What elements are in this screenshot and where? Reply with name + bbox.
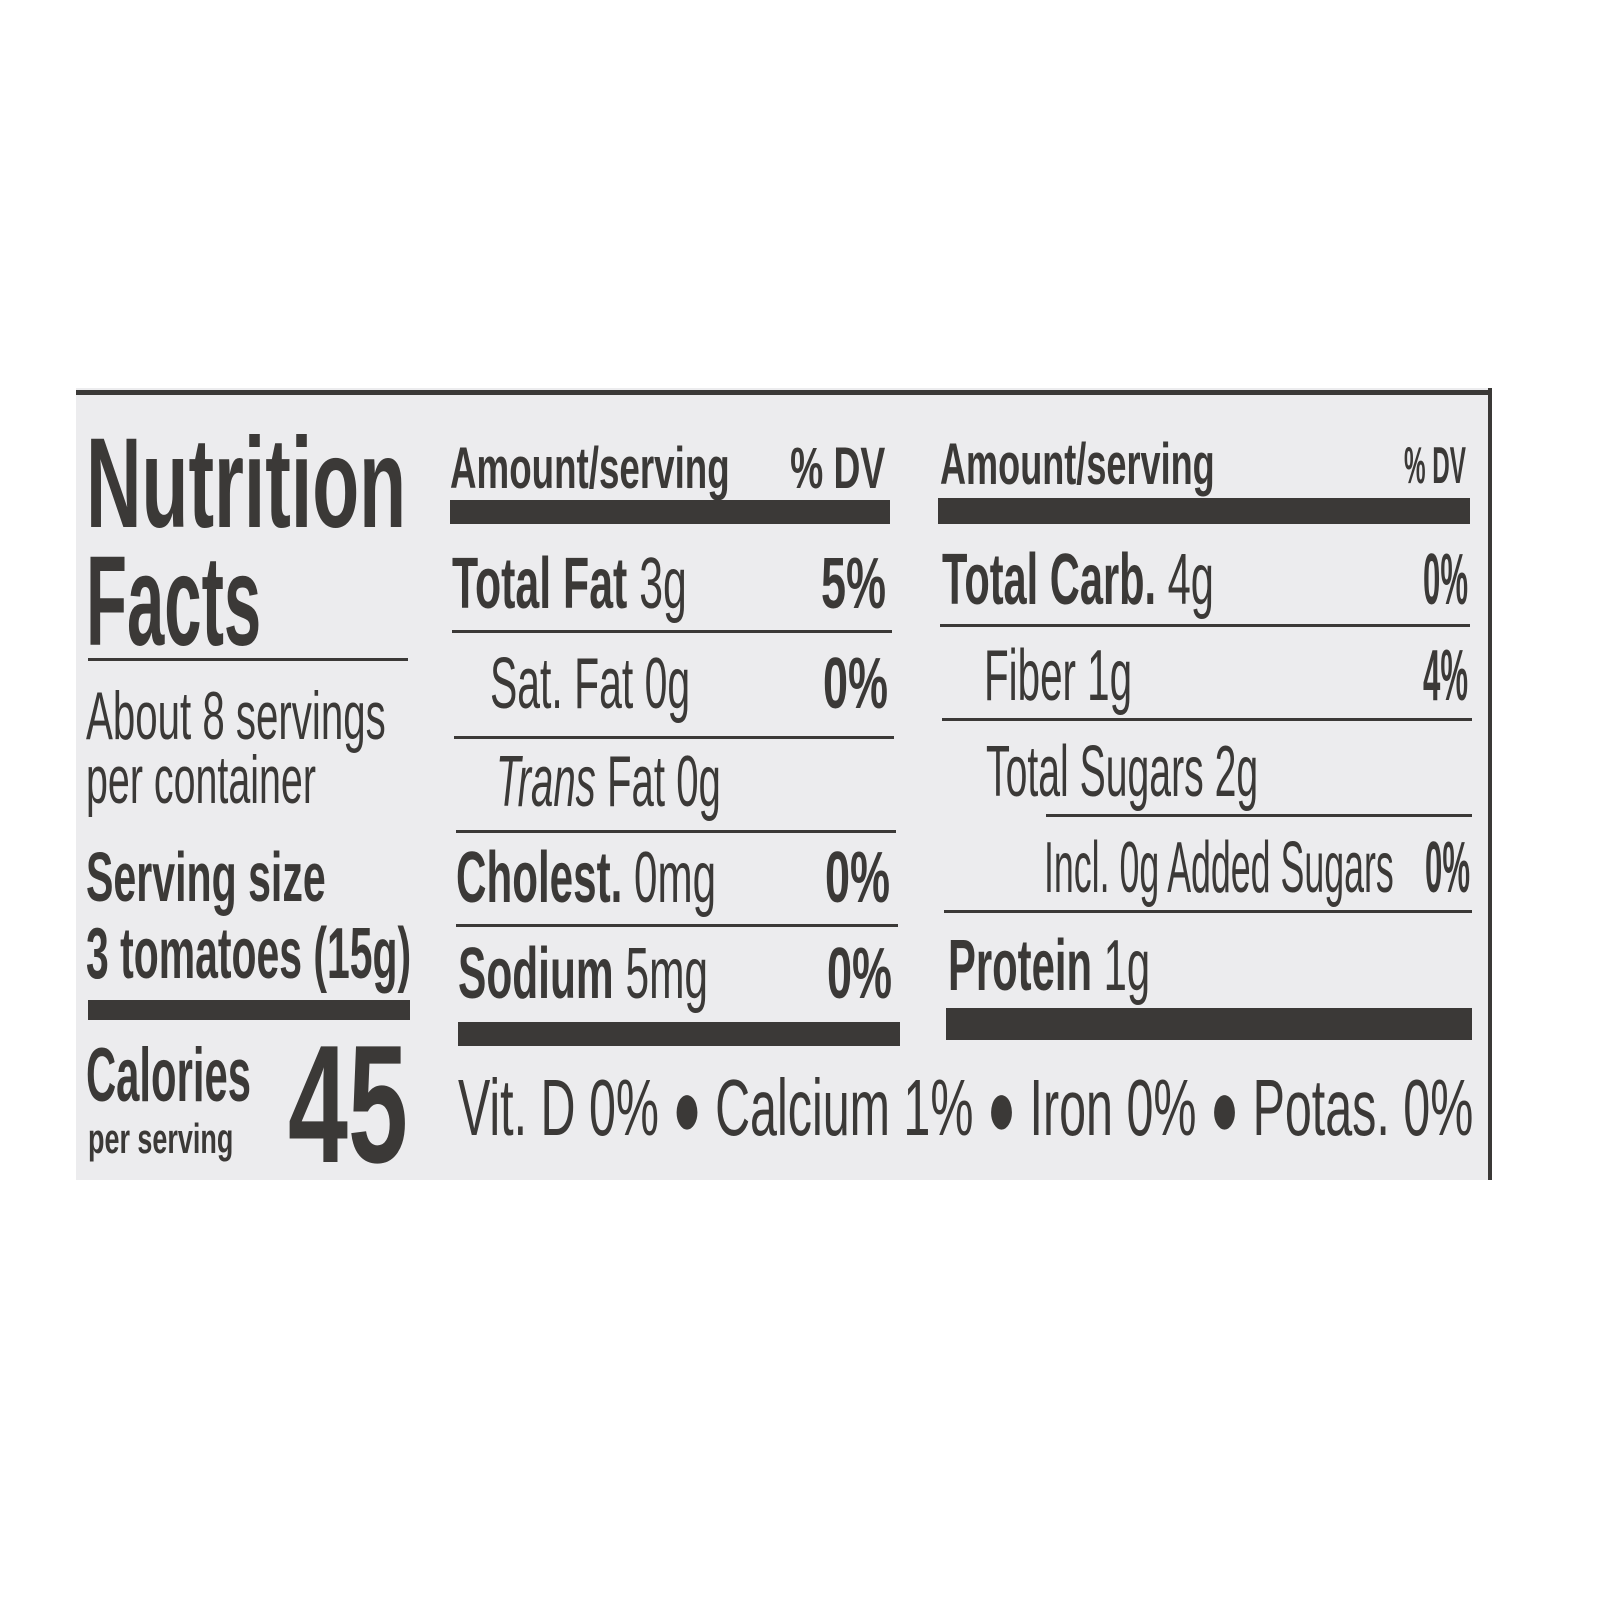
nutrient-row-sodium: Sodium 5mg	[458, 938, 708, 1010]
nutrient-amount: 5mg	[625, 934, 709, 1014]
nutrient-row-added-sugars: Incl. 0g Added Sugars	[1044, 828, 1394, 908]
divider	[452, 630, 892, 633]
nutrient-dv: 0%	[1422, 540, 1468, 620]
label-right-border	[1488, 388, 1492, 1180]
divider	[456, 924, 898, 927]
title-nutrition: Nutrition	[86, 412, 407, 555]
divider	[940, 624, 1470, 627]
nutrient-amount: 4g	[1167, 540, 1214, 620]
nutrient-name: Total Sugars	[986, 732, 1204, 812]
nutrient-dv: 0%	[824, 838, 890, 918]
nutrient-amount: 1g	[1103, 926, 1151, 1006]
thick-divider	[946, 1008, 1472, 1040]
servings-per-container: About 8 servings	[86, 678, 386, 754]
nutrient-row-cholesterol: Cholest. 0mg	[456, 842, 716, 914]
nutrient-name-suffix: Fat	[606, 742, 666, 822]
right-header-amount: Amount/serving	[940, 432, 1215, 497]
nutrient-amount: 0mg	[634, 838, 717, 918]
nutrient-dv: 5%	[820, 544, 886, 624]
nutrient-row-total-fat: Total Fat 3g	[452, 548, 687, 620]
left-header-amount: Amount/serving	[450, 436, 730, 501]
divider	[454, 736, 894, 739]
servings-per-container-2: per container	[86, 742, 316, 818]
nutrient-name: Total Fat	[452, 544, 628, 624]
nutrient-amount: 1g	[1087, 636, 1133, 716]
nutrient-amount: 0g	[676, 742, 721, 822]
nutrient-amount: 0g	[644, 644, 691, 724]
nutrient-row-trans-fat: Trans Fat 0g	[496, 746, 721, 818]
calories-value: 45	[288, 1010, 408, 1198]
thick-divider	[458, 1022, 900, 1046]
nutrient-dv: 0%	[826, 934, 892, 1014]
nutrient-row-total-carb: Total Carb. 4g	[942, 544, 1214, 616]
right-header-dv: % DV	[1404, 437, 1466, 495]
divider	[456, 830, 896, 833]
nutrient-name: Sat. Fat	[490, 644, 634, 724]
nutrient-name: Cholest.	[456, 838, 623, 918]
divider	[944, 910, 1472, 913]
thick-divider	[88, 1000, 410, 1020]
divider	[88, 658, 408, 661]
nutrient-dv: 0%	[1424, 828, 1470, 908]
divider	[942, 718, 1472, 721]
vitamins-minerals: Vit. D 0% ● Calcium 1% ● Iron 0% ● Potas…	[458, 1063, 1474, 1152]
nutrient-row-total-sugars: Total Sugars 2g	[986, 736, 1258, 808]
nutrient-name: Sodium	[458, 934, 614, 1014]
serving-size-label: Serving size	[86, 838, 326, 916]
nutrient-amount: 3g	[639, 544, 687, 624]
divider	[1046, 814, 1472, 817]
nutrient-name: Total Carb.	[942, 540, 1157, 620]
nutrient-amount: 2g	[1214, 732, 1259, 812]
nutrient-name: Protein	[948, 926, 1092, 1006]
calories-per-serving: per serving	[88, 1115, 234, 1162]
nutrient-dv: 4%	[1422, 636, 1468, 716]
title-facts: Facts	[86, 530, 262, 673]
left-header-dv: % DV	[789, 436, 885, 501]
nutrient-name: Fiber	[984, 636, 1076, 716]
nutrient-dv: 0%	[822, 644, 888, 724]
thick-divider	[450, 500, 890, 524]
nutrient-row-sat-fat: Sat. Fat 0g	[490, 648, 690, 720]
nutrient-row-fiber: Fiber 1g	[984, 640, 1132, 712]
label-top-border	[76, 390, 1492, 395]
nutrient-row-protein: Protein 1g	[948, 930, 1150, 1002]
nutrient-name: Trans	[496, 742, 596, 822]
serving-size-value: 3 tomatoes (15g)	[86, 914, 412, 994]
calories-label: Calories	[86, 1033, 251, 1118]
thick-divider	[938, 498, 1470, 524]
